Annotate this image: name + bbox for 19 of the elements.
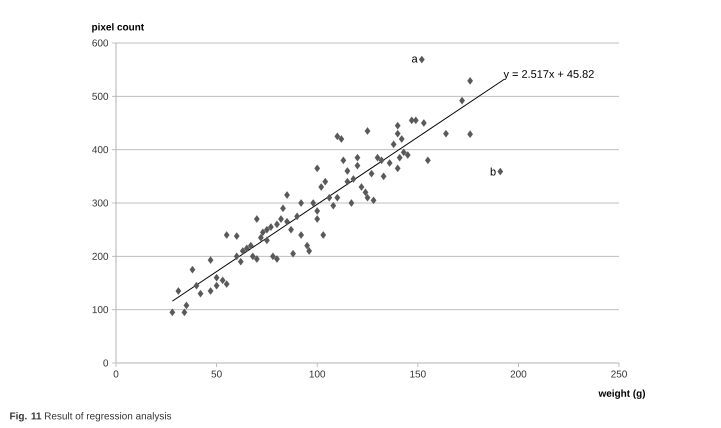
y-tick-label: 600 (92, 39, 108, 47)
y-tick-label: 400 (92, 146, 108, 154)
x-axis-title: weight (g) (598, 390, 646, 399)
x-tick-label: 150 (410, 370, 426, 378)
x-tick-label: 200 (510, 370, 526, 378)
y-tick-label: 200 (92, 252, 108, 260)
annotation: b (490, 168, 496, 176)
x-tick-label: 100 (310, 370, 326, 378)
y-tick-label: 100 (92, 306, 108, 314)
text: Fig. 11 Result of regression analysis (10, 412, 172, 422)
annotation: y = 2.517x + 45.82 (504, 70, 594, 80)
x-tick-label: 50 (211, 370, 222, 378)
y-tick-label: 0 (103, 359, 108, 367)
x-tick-label: 0 (114, 370, 118, 378)
annotation: a (412, 56, 418, 63)
y-tick-label: 500 (92, 92, 108, 100)
y-axis-title: pixel count (92, 23, 144, 32)
x-tick-label: 250 (611, 370, 627, 378)
y-tick-label: 300 (92, 199, 108, 207)
